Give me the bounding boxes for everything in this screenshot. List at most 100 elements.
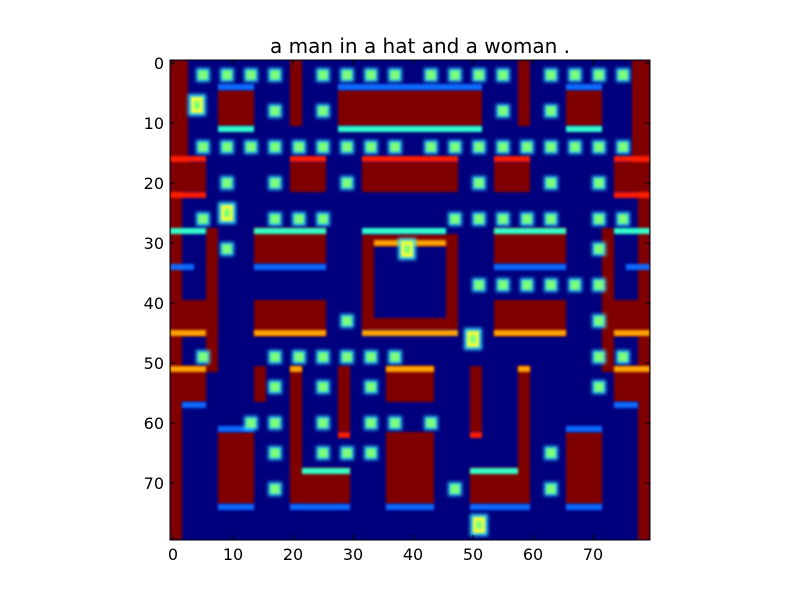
pellet-icon [364,350,378,364]
pellet-icon [388,68,402,82]
heatmap-image [170,60,650,540]
pellet-icon [544,68,558,82]
maze-wall [218,432,254,504]
maze-edge [362,228,446,234]
pellet-icon [268,212,282,226]
pellet-icon [244,416,258,430]
maze-edge [494,156,530,162]
pellet-icon [472,140,486,154]
pellet-icon [388,416,402,430]
x-tick-label: 30 [343,545,363,564]
maze-edge [614,228,650,234]
pellet-icon [340,314,354,328]
y-tick-label: 50 [144,354,164,373]
maze-edge [470,468,518,474]
pellet-icon [448,212,462,226]
pellet-icon [268,482,282,496]
maze-edge [566,84,602,90]
pellet-icon [496,68,510,82]
maze-wall [338,90,482,126]
maze-edge [170,192,206,198]
maze-edge [170,366,206,372]
maze-edge [614,156,650,162]
pellet-icon [268,140,282,154]
maze-edge [170,264,194,270]
maze-edge [566,504,602,510]
maze-edge [494,330,566,336]
y-tick-label: 70 [144,474,164,493]
pellet-icon [616,212,630,226]
player-sprite-hat-icon [218,202,236,224]
pellet-icon [340,446,354,460]
maze-edge [386,504,434,510]
maze-sprites [188,94,488,536]
y-tick-label: 30 [144,234,164,253]
pellet-icon [496,104,510,118]
maze-wall [632,60,638,162]
pellet-icon [448,482,462,496]
maze-edge [338,432,350,438]
maze-wall [290,60,302,126]
maze-edge [494,228,566,234]
pellet-icon [424,68,438,82]
pellet-icon [268,416,282,430]
maze-wall [614,162,650,192]
maze-wall [362,162,458,192]
maze-edge [470,432,482,438]
ghost-sprite-icon [470,514,488,536]
y-tick-label: 40 [144,294,164,313]
pellet-icon [220,68,234,82]
maze-wall [470,366,482,432]
maze-wall [374,318,446,330]
maze-edge [218,426,254,432]
pellet-icon [544,176,558,190]
pellet-icon [196,68,210,82]
pellet-icon [496,278,510,292]
y-tick-label: 20 [144,174,164,193]
pellet-icon [592,212,606,226]
pellet-icon [472,212,486,226]
pellet-icon [196,350,210,364]
pellet-icon [316,446,330,460]
pellet-icon [592,176,606,190]
pellet-icon [340,140,354,154]
pellet-icon [220,140,234,154]
pellet-icon [520,212,534,226]
x-tick-label: 40 [403,545,423,564]
maze-wall [182,60,188,162]
x-tick-label: 50 [463,545,483,564]
pellet-icon [220,176,234,190]
maze-edge [566,426,602,432]
pellet-icon [496,140,510,154]
pellet-icon [268,176,282,190]
pellet-icon [364,380,378,394]
pellet-icon [448,140,462,154]
pellet-icon [568,140,582,154]
maze-edge [170,330,206,336]
pellet-icon [316,68,330,82]
maze-wall [494,162,530,192]
pellet-icon [544,446,558,460]
pellet-icon [316,140,330,154]
maze-edge [470,504,530,510]
maze-edge [254,264,326,270]
pellet-icon [616,140,630,154]
pellet-icon [316,104,330,118]
pellet-icon [592,380,606,394]
maze-wall [518,60,530,126]
pellet-icon [268,68,282,82]
maze-edge [566,126,602,132]
maze-wall [386,432,434,504]
maze-pellets [196,68,630,496]
pellet-icon [448,68,462,82]
maze-edge [182,402,206,408]
maze-wall [290,366,302,468]
maze-wall [362,234,374,330]
maze-edge [338,126,482,132]
maze-wall [338,366,350,432]
woman-sprite-icon [464,328,482,350]
maze-edge [302,468,350,474]
maze-edge [614,330,650,336]
pellet-icon [472,278,486,292]
maze-edge [170,156,206,162]
